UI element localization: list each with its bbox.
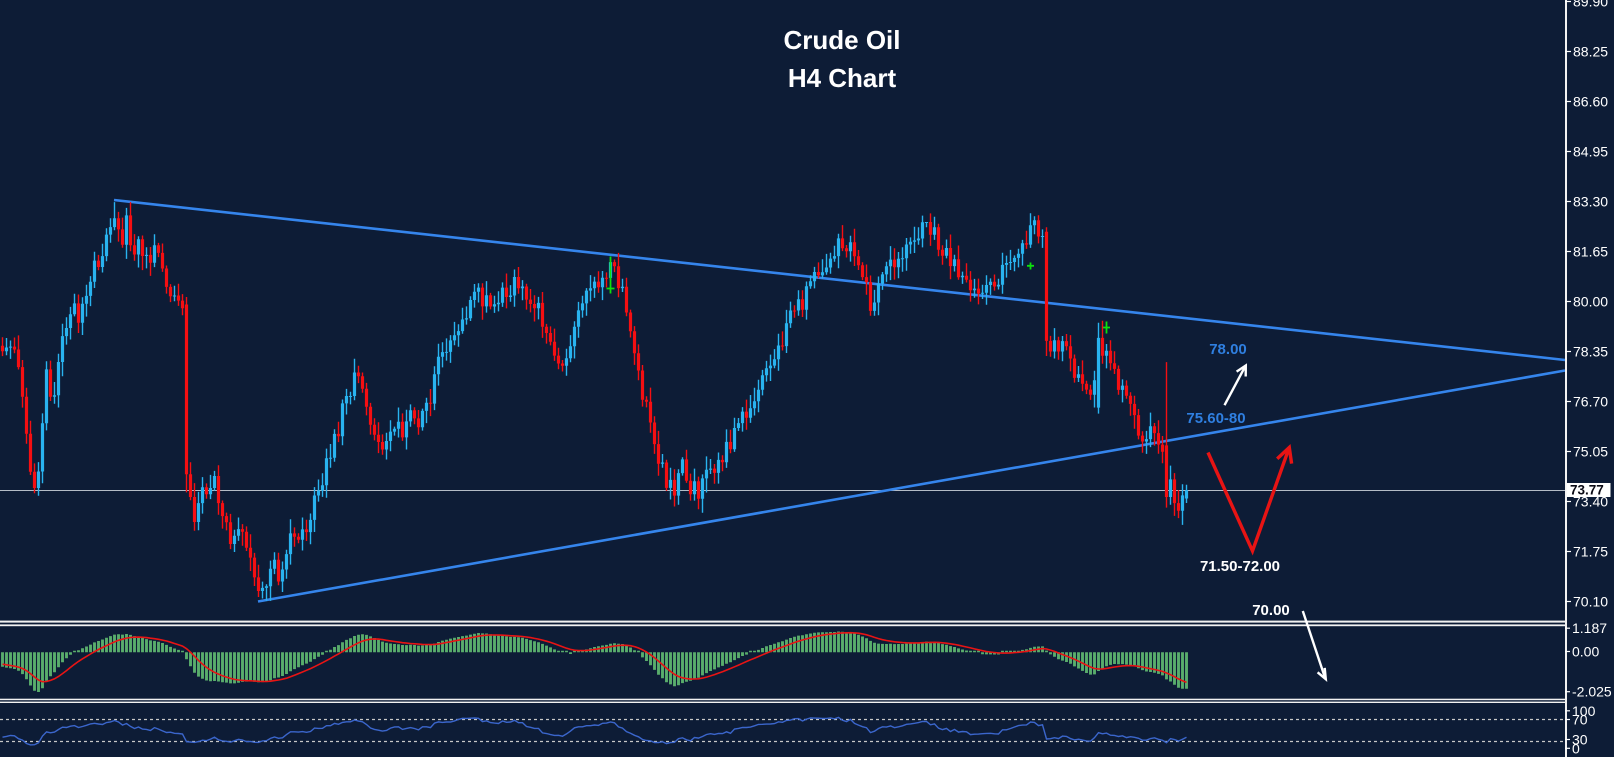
svg-text:75.05: 75.05 <box>1573 444 1608 460</box>
svg-text:84.95: 84.95 <box>1573 144 1608 160</box>
svg-text:83.30: 83.30 <box>1573 194 1608 210</box>
svg-text:70.00: 70.00 <box>1252 602 1290 619</box>
svg-text:81.65: 81.65 <box>1573 244 1608 260</box>
svg-text:71.50-72.00: 71.50-72.00 <box>1200 558 1280 575</box>
svg-text:80.00: 80.00 <box>1573 294 1608 310</box>
svg-text:-2.025: -2.025 <box>1572 684 1612 700</box>
svg-text:89.90: 89.90 <box>1573 0 1608 10</box>
svg-text:1.187: 1.187 <box>1572 620 1607 636</box>
svg-text:100: 100 <box>1572 703 1596 719</box>
svg-text:86.60: 86.60 <box>1573 94 1608 110</box>
svg-text:76.70: 76.70 <box>1573 394 1608 410</box>
svg-text:Crude Oil: Crude Oil <box>783 25 900 55</box>
svg-text:78.35: 78.35 <box>1573 344 1608 360</box>
svg-text:71.75: 71.75 <box>1573 544 1608 560</box>
svg-text:H4 Chart: H4 Chart <box>788 63 897 93</box>
svg-text:0: 0 <box>1572 740 1580 756</box>
svg-text:70: 70 <box>1572 712 1588 728</box>
svg-text:73.40: 73.40 <box>1573 494 1608 510</box>
svg-text:30: 30 <box>1572 732 1588 748</box>
svg-text:88.25: 88.25 <box>1573 44 1608 60</box>
svg-text:73.77: 73.77 <box>1570 483 1604 498</box>
svg-text:0.00: 0.00 <box>1572 644 1599 660</box>
svg-text:78.00: 78.00 <box>1209 341 1247 358</box>
svg-text:70.10: 70.10 <box>1573 594 1608 610</box>
svg-text:75.60-80: 75.60-80 <box>1186 410 1245 427</box>
